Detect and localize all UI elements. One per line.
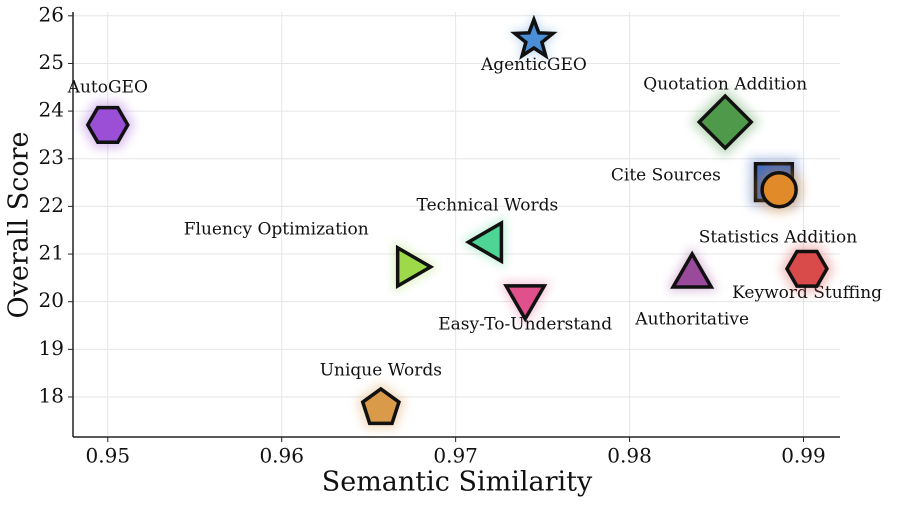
point-label: AutoGEO (67, 77, 148, 97)
point-label: Unique Words (320, 360, 442, 380)
y-tick-label: 20 (39, 288, 64, 312)
x-axis-label: Semantic Similarity (322, 467, 593, 498)
marker (85, 105, 130, 144)
point (779, 245, 834, 293)
marker (760, 170, 798, 209)
y-tick-label: 19 (39, 336, 64, 360)
point (666, 246, 718, 291)
x-tick-label: 0.99 (781, 444, 826, 468)
marker (784, 249, 829, 288)
point (508, 12, 560, 62)
point (755, 165, 804, 214)
y-tick-label: 24 (39, 98, 64, 122)
marker (670, 250, 715, 289)
y-axis-label: Overall Score (4, 132, 35, 319)
marker (395, 244, 435, 290)
point-label: Cite Sources (611, 166, 721, 186)
y-tick-label: 18 (39, 383, 64, 407)
x-tick-label: 0.98 (607, 444, 652, 468)
x-tick-label: 0.96 (259, 444, 304, 468)
point-label: Easy-To-Understand (438, 314, 612, 334)
y-tick-label: 23 (39, 145, 64, 169)
point-label: Technical Words (417, 196, 559, 216)
y-tick-label: 21 (39, 241, 64, 265)
x-tick-label: 0.95 (86, 444, 131, 468)
point-label: Keyword Stuffing (732, 283, 882, 303)
point (690, 86, 761, 158)
marker (503, 284, 548, 323)
marker (510, 14, 558, 60)
point (80, 101, 135, 149)
x-tick-label: 0.97 (433, 444, 478, 468)
point (356, 382, 406, 429)
point-label: Authoritative (634, 309, 749, 329)
marker (360, 386, 402, 426)
marker (464, 219, 504, 265)
point-label: Fluency Optimization (184, 219, 369, 239)
point (460, 216, 506, 268)
point-label: Statistics Addition (699, 227, 858, 247)
y-tick-label: 26 (39, 2, 64, 26)
point (499, 282, 551, 327)
point-label: AgenticGEO (480, 55, 587, 75)
y-tick-label: 25 (39, 50, 64, 74)
y-tick-label: 22 (39, 193, 64, 217)
point-label: Quotation Addition (643, 75, 807, 95)
marker (696, 93, 754, 151)
point (393, 241, 439, 293)
